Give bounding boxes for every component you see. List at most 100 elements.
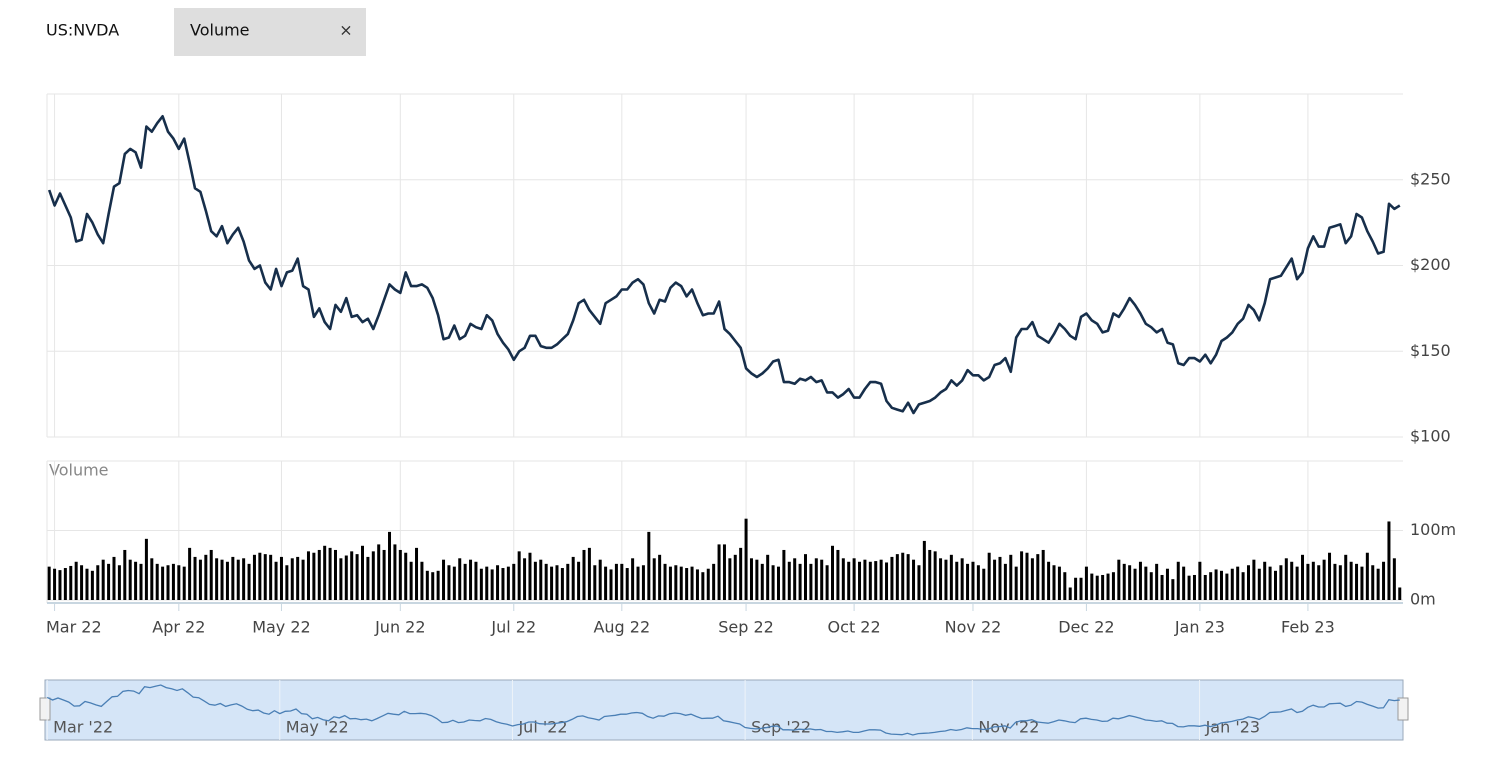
volume-bar (204, 554, 208, 600)
volume-label: Volume (49, 461, 109, 480)
volume-bar (1279, 565, 1283, 600)
x-tick-label: Jun 22 (374, 618, 425, 637)
volume-bar (107, 563, 111, 600)
x-tick-label: Mar 22 (46, 618, 102, 637)
volume-bar (1268, 566, 1272, 600)
volume-bar (506, 566, 510, 600)
volume-bar (312, 552, 316, 600)
volume-bar (128, 559, 132, 600)
volume-bar (604, 566, 608, 600)
volume-bar (236, 559, 240, 600)
volume-bar (566, 563, 570, 600)
volume-bar (658, 554, 662, 600)
volume-bar (1241, 572, 1245, 600)
volume-bar (285, 565, 289, 600)
navigator-handle[interactable] (39, 697, 51, 721)
tab[interactable] (174, 8, 366, 56)
volume-bar (155, 563, 159, 600)
volume-bar (490, 569, 494, 600)
volume-bar (987, 552, 991, 600)
volume-bar (1020, 551, 1024, 600)
x-tick-label: Apr 22 (152, 618, 205, 637)
volume-bar (263, 554, 267, 600)
volume-bar (279, 556, 283, 600)
volume-bar (501, 568, 505, 600)
volume-bar (442, 559, 446, 600)
volume-bar (701, 572, 705, 600)
volume-bar (85, 568, 89, 600)
volume-bar (323, 545, 327, 600)
volume-bar (1084, 566, 1088, 600)
y-tick-label: $100 (1410, 427, 1451, 446)
volume-bar (739, 547, 743, 600)
volume-bar (139, 563, 143, 600)
navigator-handle[interactable] (1397, 697, 1409, 721)
volume-bar (993, 559, 997, 600)
volume-bar (955, 561, 959, 600)
x-tick-label: Dec 22 (1058, 618, 1114, 637)
volume-bar (1052, 565, 1056, 600)
volume-bar (409, 561, 413, 600)
volume-bar (533, 561, 537, 600)
volume-bar (798, 563, 802, 600)
volume-bar (371, 551, 375, 600)
volume-bar (1041, 549, 1045, 600)
volume-bar (485, 566, 489, 600)
volume-bar (258, 552, 262, 600)
volume-bar (1219, 570, 1223, 600)
volume-bar (1101, 574, 1105, 600)
volume-bar (928, 549, 932, 600)
volume-bar (1111, 572, 1115, 600)
volume-bar (479, 568, 483, 600)
volume-bar (922, 540, 926, 600)
volume-bar (1079, 577, 1083, 600)
volume-bar (668, 566, 672, 600)
volume-bar (339, 558, 343, 600)
volume-bar (712, 563, 716, 600)
navigator-line (46, 684, 1400, 736)
volume-bar (1025, 552, 1029, 600)
volume-bar (847, 561, 851, 600)
volume-bar (274, 561, 278, 600)
volume-bar (1144, 566, 1148, 600)
volume-bar (544, 563, 548, 600)
volume-bar (101, 559, 105, 600)
volume-bar (1117, 559, 1121, 600)
volume-bar (663, 563, 667, 600)
volume-bar (1171, 579, 1175, 600)
volume-bar (1225, 573, 1229, 600)
y-tick-label: 0m (1410, 590, 1436, 609)
volume-bar (1090, 573, 1094, 600)
volume-bar (1246, 565, 1250, 600)
volume-bar (582, 549, 586, 600)
y-tick-label: $150 (1410, 341, 1451, 360)
volume-bar (74, 561, 78, 600)
tab-close[interactable]: × (339, 21, 352, 40)
volume-bar (1252, 559, 1256, 600)
volume-bar (728, 558, 732, 600)
volume-bar (749, 558, 753, 600)
volume-bar (1349, 561, 1353, 600)
volume-bar (679, 566, 683, 600)
volume-bar (674, 565, 678, 600)
volume-bar (420, 561, 424, 600)
volume-bar (1133, 568, 1137, 600)
y-tick-label: 100m (1410, 520, 1456, 539)
volume-bar (814, 558, 818, 600)
volume-bar (1301, 554, 1305, 600)
volume-bar (382, 549, 386, 600)
volume-bar (733, 554, 737, 600)
volume-bar (917, 565, 921, 600)
volume-bar (598, 559, 602, 600)
volume-bar (496, 565, 500, 600)
volume-bar (1230, 568, 1234, 600)
volume-bar (171, 563, 175, 600)
volume-bar (333, 549, 337, 600)
volume-bar (722, 544, 726, 600)
volume-bar (690, 566, 694, 600)
volume-bar (269, 554, 273, 600)
volume-bar (1209, 572, 1213, 600)
tab-label[interactable]: Volume (190, 21, 250, 40)
volume-bar (874, 561, 878, 600)
